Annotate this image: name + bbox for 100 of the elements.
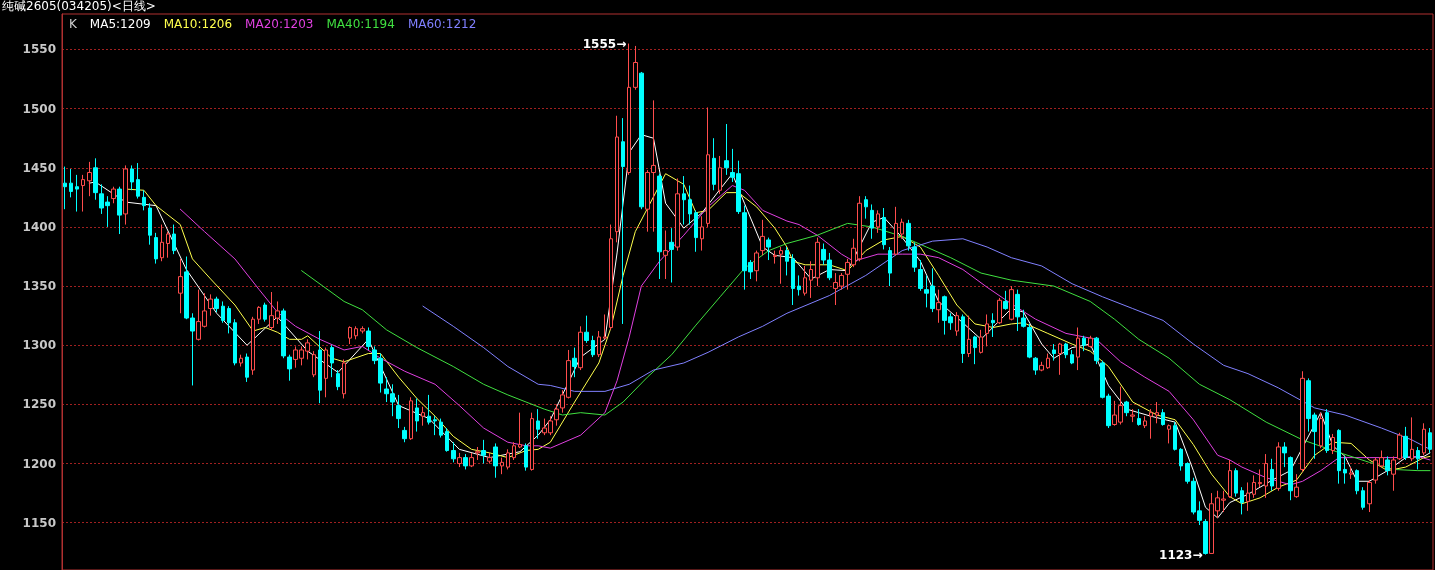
candlestick bbox=[1337, 428, 1341, 485]
candlestick bbox=[785, 246, 789, 276]
candlestick bbox=[979, 329, 983, 355]
candlestick bbox=[1082, 335, 1086, 352]
candlestick bbox=[1088, 335, 1093, 349]
line-series bbox=[88, 134, 1431, 519]
candlestick bbox=[263, 302, 267, 323]
candlestick bbox=[1058, 342, 1062, 376]
candlestick bbox=[1355, 468, 1359, 495]
candlestick bbox=[1027, 323, 1032, 359]
candlestick bbox=[257, 305, 261, 325]
candlestick bbox=[1046, 353, 1050, 370]
candlestick bbox=[536, 408, 540, 440]
candlestick bbox=[1325, 408, 1329, 454]
candlestick bbox=[985, 313, 989, 347]
candlestick bbox=[1149, 408, 1153, 440]
candlestick bbox=[1234, 467, 1238, 498]
y-tick-label: 1300 bbox=[22, 338, 56, 353]
candlestick bbox=[1064, 342, 1068, 359]
candlestick bbox=[409, 396, 413, 441]
candlestick bbox=[955, 311, 959, 337]
line-series bbox=[422, 238, 1431, 450]
candlestick bbox=[1331, 433, 1335, 455]
candlestick bbox=[766, 237, 771, 261]
candlestick bbox=[1076, 326, 1080, 371]
candlestick bbox=[1403, 426, 1408, 461]
candlestick bbox=[1349, 466, 1353, 480]
candlestick bbox=[1258, 468, 1262, 488]
candlestick bbox=[1252, 474, 1256, 499]
candlestick bbox=[1137, 408, 1141, 427]
candlestick bbox=[991, 312, 995, 338]
candlestick bbox=[1070, 349, 1074, 365]
candlestick bbox=[402, 426, 407, 443]
candlestick bbox=[961, 313, 965, 364]
candlestick bbox=[214, 296, 219, 313]
candlestick bbox=[791, 253, 795, 306]
candlestick bbox=[572, 347, 577, 378]
candlestick bbox=[1179, 447, 1183, 472]
candlestick bbox=[1422, 422, 1426, 456]
candlestick bbox=[1173, 421, 1177, 452]
candlestick bbox=[1015, 289, 1020, 332]
candlestick bbox=[997, 297, 1002, 325]
candlestick bbox=[342, 358, 346, 399]
candlestick bbox=[142, 189, 146, 211]
candlestick bbox=[627, 43, 631, 176]
candlestick bbox=[694, 209, 698, 253]
candlestick bbox=[1300, 370, 1305, 473]
candlestick bbox=[136, 162, 140, 200]
candlestick bbox=[1294, 473, 1299, 499]
y-tick-label: 1250 bbox=[22, 397, 56, 412]
candlestick bbox=[530, 412, 534, 472]
candlestick bbox=[1288, 455, 1293, 501]
y-tick-label: 1400 bbox=[22, 219, 56, 234]
candlestick bbox=[597, 330, 601, 358]
candlestick bbox=[93, 157, 98, 201]
candlestick bbox=[396, 394, 401, 429]
candlestick bbox=[894, 206, 898, 256]
candlestick bbox=[973, 335, 977, 365]
candlestick bbox=[75, 174, 79, 213]
candlestick bbox=[1094, 336, 1099, 365]
text: MA60:1212 bbox=[407, 17, 477, 31]
candlestick bbox=[445, 427, 449, 453]
y-tick-label: 1350 bbox=[22, 279, 56, 294]
candlestick bbox=[336, 369, 340, 391]
candlestick bbox=[1003, 290, 1008, 311]
candlestick bbox=[1167, 423, 1171, 444]
legend-title: K bbox=[69, 17, 78, 31]
annotation: 1123→ bbox=[1159, 547, 1203, 562]
candlestick bbox=[154, 232, 158, 265]
candlestick bbox=[967, 315, 971, 358]
chart-title: 纯碱2605(034205)<日线> bbox=[2, 0, 156, 13]
candlestick bbox=[1228, 459, 1232, 499]
candlestick bbox=[512, 441, 516, 461]
candlestick bbox=[463, 453, 468, 470]
candlestick bbox=[493, 442, 498, 479]
candlestick bbox=[1361, 486, 1365, 511]
candlestick bbox=[360, 325, 365, 334]
candlestick bbox=[864, 195, 868, 220]
candlestick bbox=[1246, 481, 1250, 512]
candlestick bbox=[1416, 446, 1420, 470]
candlestick bbox=[657, 173, 662, 280]
candlestick bbox=[1319, 412, 1323, 449]
candlestick bbox=[779, 246, 783, 285]
candlestick bbox=[366, 326, 371, 351]
candlestick bbox=[469, 452, 474, 468]
candlestick bbox=[682, 175, 686, 226]
candlestick bbox=[354, 325, 358, 340]
candlestick bbox=[172, 224, 176, 255]
candlestick bbox=[433, 415, 437, 436]
candlestick bbox=[700, 215, 704, 252]
candlestick bbox=[773, 250, 777, 265]
candlestick bbox=[888, 246, 892, 287]
candlestick bbox=[1410, 416, 1414, 462]
line-series bbox=[301, 222, 1431, 472]
candlestick bbox=[330, 344, 334, 378]
candlestick bbox=[1124, 400, 1129, 417]
candlestick bbox=[621, 117, 625, 325]
candlestick bbox=[227, 305, 231, 334]
candlestick bbox=[724, 123, 729, 176]
candlestick bbox=[1264, 453, 1268, 499]
